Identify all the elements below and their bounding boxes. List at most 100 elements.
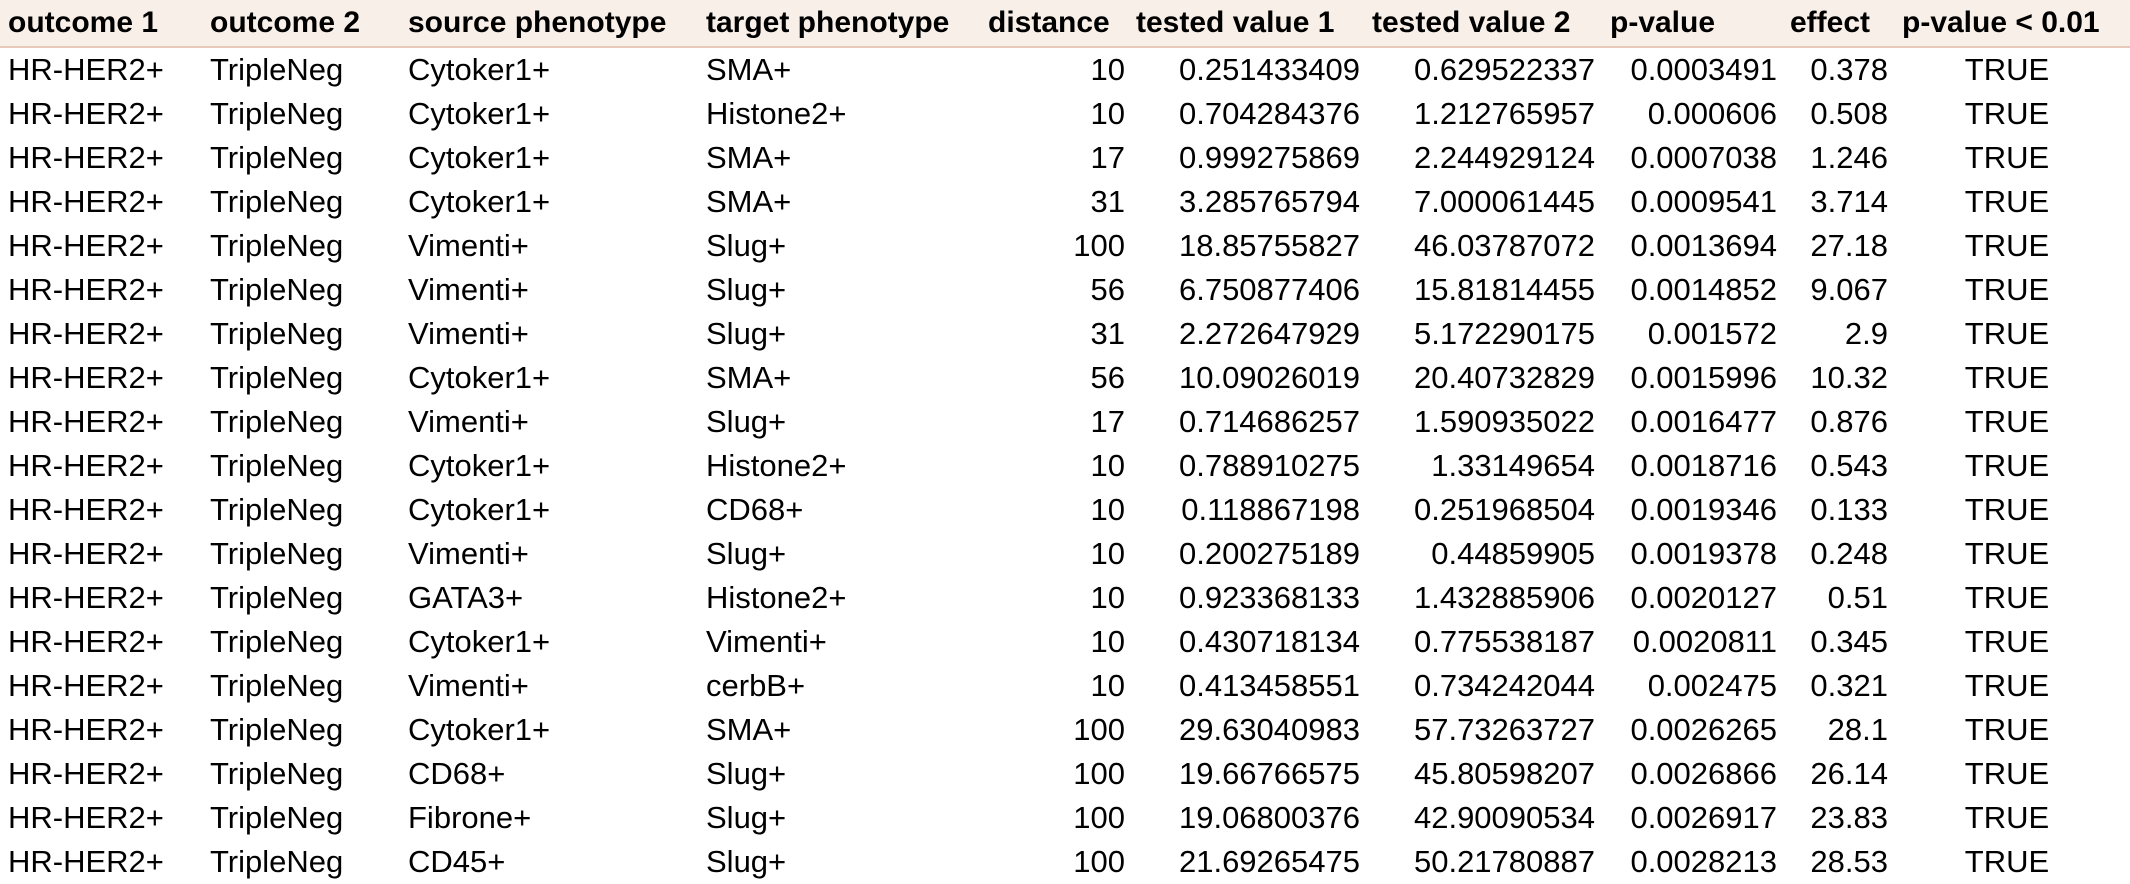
cell-outcome-2[interactable]: TripleNeg [210, 580, 344, 615]
cell-outcome-2[interactable]: TripleNeg [210, 756, 344, 791]
cell-outcome-2[interactable]: TripleNeg [210, 140, 344, 175]
cell-distance[interactable]: 100 [1073, 800, 1125, 835]
cell-tested-value-1[interactable]: 29.63040983 [1178, 712, 1360, 747]
cell-p-value[interactable]: 0.002475 [1647, 668, 1777, 703]
cell-target-phenotype[interactable]: Slug+ [706, 404, 787, 439]
cell-tested-value-2[interactable]: 0.775538187 [1413, 624, 1595, 659]
cell-tested-value-2[interactable]: 7.000061445 [1413, 184, 1595, 219]
cell-outcome-1[interactable]: HR-HER2+ [8, 360, 164, 395]
cell-source-phenotype[interactable]: Cytoker1+ [408, 712, 551, 747]
cell-tested-value-1[interactable]: 18.85755827 [1178, 228, 1360, 263]
cell-p-value-lt-001[interactable]: TRUE [1964, 404, 2050, 439]
cell-p-value[interactable]: 0.0013694 [1630, 228, 1777, 263]
cell-effect[interactable]: 9.067 [1810, 272, 1888, 307]
cell-source-phenotype[interactable]: GATA3+ [408, 580, 524, 615]
cell-p-value-lt-001[interactable]: TRUE [1964, 756, 2050, 791]
cell-source-phenotype[interactable]: Cytoker1+ [408, 492, 551, 527]
cell-distance[interactable]: 10 [1090, 624, 1125, 659]
column-header-effect[interactable]: effect [1790, 6, 1871, 39]
cell-tested-value-1[interactable]: 0.251433409 [1178, 52, 1360, 87]
cell-tested-value-1[interactable]: 19.06800376 [1178, 800, 1360, 835]
cell-tested-value-1[interactable]: 0.714686257 [1178, 404, 1360, 439]
cell-target-phenotype[interactable]: Slug+ [706, 536, 787, 571]
cell-source-phenotype[interactable]: Vimenti+ [408, 404, 529, 439]
cell-p-value-lt-001[interactable]: TRUE [1964, 712, 2050, 747]
cell-target-phenotype[interactable]: Histone2+ [706, 448, 847, 483]
cell-outcome-1[interactable]: HR-HER2+ [8, 140, 164, 175]
cell-tested-value-2[interactable]: 1.590935022 [1413, 404, 1595, 439]
cell-p-value[interactable]: 0.0007038 [1630, 140, 1777, 175]
cell-target-phenotype[interactable]: Slug+ [706, 228, 787, 263]
cell-p-value[interactable]: 0.0003491 [1630, 52, 1777, 87]
cell-effect[interactable]: 0.248 [1810, 536, 1888, 571]
cell-p-value[interactable]: 0.0026866 [1630, 756, 1777, 791]
cell-source-phenotype[interactable]: CD68+ [408, 756, 506, 791]
cell-distance[interactable]: 100 [1073, 844, 1125, 879]
cell-outcome-2[interactable]: TripleNeg [210, 404, 344, 439]
cell-effect[interactable]: 2.9 [1844, 316, 1888, 351]
cell-distance[interactable]: 100 [1073, 756, 1125, 791]
cell-effect[interactable]: 26.14 [1810, 756, 1888, 791]
cell-tested-value-1[interactable]: 6.750877406 [1178, 272, 1360, 307]
cell-outcome-1[interactable]: HR-HER2+ [8, 536, 164, 571]
cell-tested-value-2[interactable]: 15.81814455 [1413, 272, 1595, 307]
cell-effect[interactable]: 0.508 [1810, 96, 1888, 131]
column-header-target-phenotype[interactable]: target phenotype [706, 6, 950, 39]
cell-p-value-lt-001[interactable]: TRUE [1964, 228, 2050, 263]
cell-outcome-2[interactable]: TripleNeg [210, 316, 344, 351]
cell-tested-value-2[interactable]: 57.73263727 [1413, 712, 1595, 747]
cell-target-phenotype[interactable]: Slug+ [706, 272, 787, 307]
cell-distance[interactable]: 10 [1090, 492, 1125, 527]
cell-p-value-lt-001[interactable]: TRUE [1964, 668, 2050, 703]
cell-p-value-lt-001[interactable]: TRUE [1964, 96, 2050, 131]
cell-p-value-lt-001[interactable]: TRUE [1964, 448, 2050, 483]
cell-p-value-lt-001[interactable]: TRUE [1964, 624, 2050, 659]
cell-tested-value-2[interactable]: 0.734242044 [1413, 668, 1595, 703]
cell-outcome-2[interactable]: TripleNeg [210, 844, 344, 879]
cell-outcome-1[interactable]: HR-HER2+ [8, 844, 164, 879]
cell-distance[interactable]: 100 [1073, 228, 1125, 263]
cell-distance[interactable]: 10 [1090, 580, 1125, 615]
cell-outcome-1[interactable]: HR-HER2+ [8, 712, 164, 747]
cell-tested-value-2[interactable]: 46.03787072 [1413, 228, 1595, 263]
cell-p-value[interactable]: 0.0026265 [1630, 712, 1777, 747]
cell-p-value-lt-001[interactable]: TRUE [1964, 140, 2050, 175]
cell-outcome-2[interactable]: TripleNeg [210, 800, 344, 835]
cell-source-phenotype[interactable]: Vimenti+ [408, 228, 529, 263]
cell-source-phenotype[interactable]: Cytoker1+ [408, 140, 551, 175]
cell-source-phenotype[interactable]: Vimenti+ [408, 536, 529, 571]
cell-distance[interactable]: 17 [1090, 140, 1125, 175]
cell-effect[interactable]: 0.378 [1810, 52, 1888, 87]
cell-outcome-1[interactable]: HR-HER2+ [8, 184, 164, 219]
cell-p-value[interactable]: 0.0019378 [1630, 536, 1777, 571]
cell-tested-value-2[interactable]: 45.80598207 [1413, 756, 1595, 791]
cell-tested-value-2[interactable]: 1.432885906 [1413, 580, 1595, 615]
column-header-distance[interactable]: distance [988, 6, 1110, 39]
cell-source-phenotype[interactable]: Vimenti+ [408, 316, 529, 351]
cell-source-phenotype[interactable]: Cytoker1+ [408, 624, 551, 659]
cell-tested-value-1[interactable]: 0.704284376 [1178, 96, 1360, 131]
cell-target-phenotype[interactable]: CD68+ [706, 492, 804, 527]
cell-outcome-1[interactable]: HR-HER2+ [8, 404, 164, 439]
column-header-tested-value-1[interactable]: tested value 1 [1136, 6, 1335, 39]
cell-outcome-2[interactable]: TripleNeg [210, 668, 344, 703]
cell-target-phenotype[interactable]: SMA+ [706, 184, 792, 219]
cell-p-value[interactable]: 0.0028213 [1630, 844, 1777, 879]
cell-p-value[interactable]: 0.001572 [1647, 316, 1777, 351]
cell-effect[interactable]: 0.321 [1810, 668, 1888, 703]
cell-effect[interactable]: 0.876 [1810, 404, 1888, 439]
cell-tested-value-1[interactable]: 0.430718134 [1178, 624, 1360, 659]
column-header-source-phenotype[interactable]: source phenotype [408, 6, 667, 39]
cell-effect[interactable]: 0.133 [1810, 492, 1888, 527]
cell-outcome-2[interactable]: TripleNeg [210, 712, 344, 747]
cell-p-value-lt-001[interactable]: TRUE [1964, 316, 2050, 351]
cell-tested-value-2[interactable]: 0.251968504 [1413, 492, 1595, 527]
cell-distance[interactable]: 31 [1090, 316, 1125, 351]
cell-distance[interactable]: 56 [1090, 360, 1125, 395]
cell-distance[interactable]: 31 [1090, 184, 1125, 219]
cell-distance[interactable]: 10 [1090, 668, 1125, 703]
cell-target-phenotype[interactable]: Slug+ [706, 756, 787, 791]
cell-p-value-lt-001[interactable]: TRUE [1964, 580, 2050, 615]
cell-p-value[interactable]: 0.0014852 [1630, 272, 1777, 307]
cell-outcome-1[interactable]: HR-HER2+ [8, 800, 164, 835]
